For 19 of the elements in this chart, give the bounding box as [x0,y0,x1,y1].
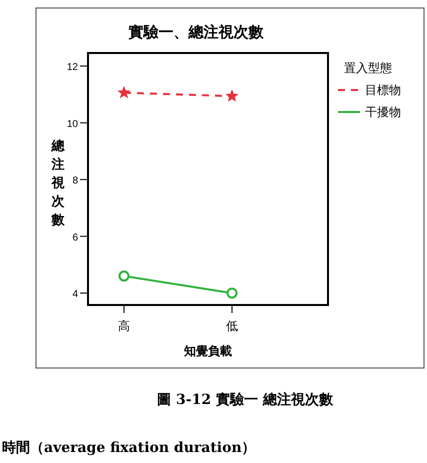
chart-title: 實驗一、總注視次數 [128,23,264,41]
legend-label: 干擾物 [365,105,401,119]
point [226,288,238,299]
y-tick-label: 8 [72,176,78,187]
y-tick-label: 4 [72,289,78,300]
point [117,86,131,98]
y-tick-label: 12 [66,62,78,74]
point [225,89,239,102]
point [118,270,130,282]
x-tick-label: 高 [118,319,130,333]
legend-title: 置入型態 [344,61,392,75]
x-tick-label: 低 [226,319,238,333]
y-axis-title: 總注視次數 [50,139,66,228]
caption: 圖 3-12 實驗一 總注視次數 [157,391,334,408]
text: 時間（average fixation duration） [2,440,256,456]
x-axis-title: 知覺負載 [183,344,232,358]
y-tick-label: 10 [66,118,78,130]
legend-label: 目標物 [365,83,401,97]
y-tick-label: 6 [72,232,78,244]
